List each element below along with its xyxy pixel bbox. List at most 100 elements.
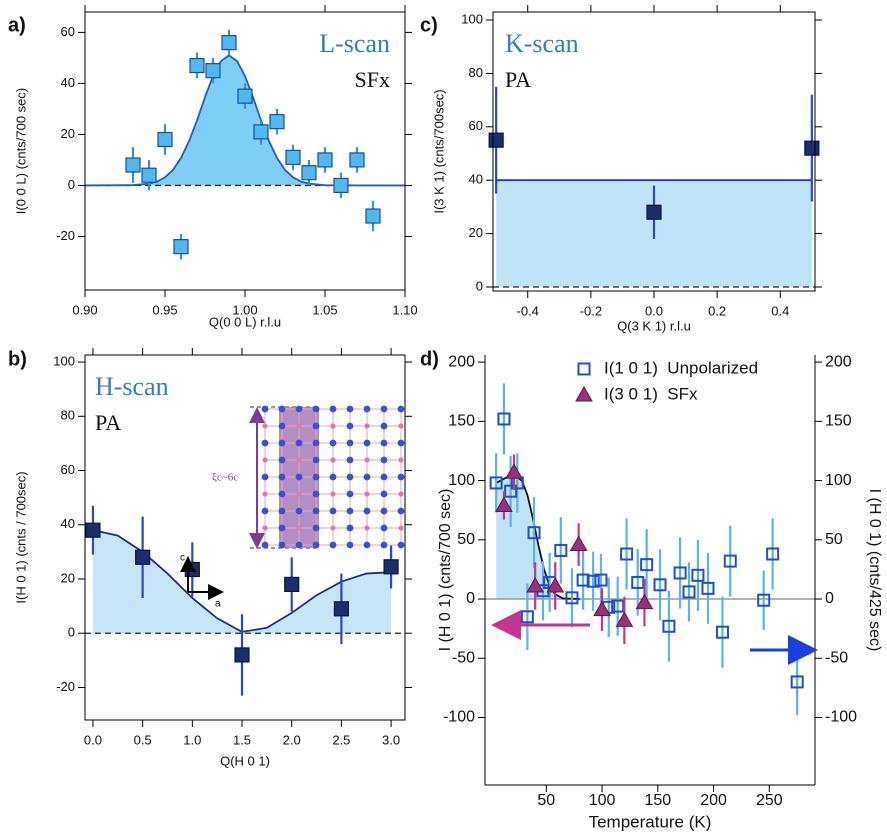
- lattice-atom: [295, 473, 303, 481]
- marker: [489, 476, 503, 490]
- marker: [284, 576, 300, 593]
- lattice-atom: [296, 525, 302, 531]
- lattice-atom: [346, 456, 354, 464]
- x-tick-label: 1.10: [392, 302, 417, 317]
- panel-label: b): [8, 348, 27, 370]
- marker: [488, 132, 504, 148]
- lattice-atom: [380, 524, 388, 532]
- y-tick-label: 100: [461, 11, 483, 26]
- lattice-atom: [278, 490, 286, 498]
- lattice-atom: [346, 439, 354, 447]
- marker: [546, 576, 565, 593]
- y-tick-label: -20: [56, 228, 75, 243]
- lattice-atom: [330, 457, 336, 463]
- panel-annotation: PA: [505, 67, 531, 92]
- y-tick-label: 50: [457, 531, 475, 548]
- lattice-atom: [278, 524, 286, 532]
- x-tick-label: 200: [700, 792, 727, 809]
- marker: [790, 675, 804, 689]
- y2-tick-label: 200: [825, 353, 852, 370]
- panel-label: c): [420, 14, 438, 36]
- marker: [701, 581, 715, 595]
- marker: [662, 619, 676, 633]
- x-tick-label: 0.0: [645, 303, 663, 318]
- lattice-atom: [330, 423, 336, 429]
- lattice-atom: [278, 405, 286, 413]
- x-tick-label: 0.95: [152, 302, 177, 317]
- marker: [526, 576, 545, 593]
- lattice-atom: [380, 439, 388, 447]
- lattice-atom: [312, 473, 320, 481]
- panel-title: L-scan: [319, 29, 390, 58]
- x-tick-label: 50: [537, 792, 555, 809]
- marker: [593, 600, 611, 617]
- x-tick-label: 1.05: [312, 302, 337, 317]
- marker: [301, 165, 317, 181]
- x-tick-label: 1.0: [183, 732, 201, 747]
- marker: [635, 593, 654, 610]
- y-tick-label: 20: [61, 570, 75, 585]
- lattice-atom: [295, 405, 303, 413]
- marker: [495, 496, 513, 512]
- plots: 0.90 0.95 1.00 1.05 1.10-200204060a)L-scanSF…: [8, 5, 883, 831]
- lattice-atom: [330, 491, 336, 497]
- lattice-atom: [364, 423, 370, 429]
- lattice-atom: [380, 405, 388, 413]
- fit-line: [84, 54, 405, 187]
- lattice-atom: [312, 456, 320, 464]
- marker: [365, 208, 381, 224]
- lattice-atom: [380, 507, 388, 515]
- lattice-atom: [346, 507, 354, 515]
- lattice-atom: [398, 457, 404, 463]
- y-tick-label: 40: [61, 516, 75, 531]
- lattice-atom: [363, 541, 371, 549]
- inset-label: c: [180, 553, 185, 564]
- marker: [85, 522, 101, 538]
- y-tick-label: 200: [448, 353, 475, 370]
- x-axis-label: Q(H 0 1): [220, 753, 270, 768]
- y-axis-label: I(H 0 1) (cnts / 700sec): [13, 471, 28, 603]
- x-axis-label: Q(0 0 L) r.l.u: [209, 314, 281, 329]
- marker: [520, 610, 534, 624]
- lattice-atom: [346, 541, 354, 549]
- panel-annotation: PA: [95, 410, 121, 435]
- y-tick-label: -50: [452, 649, 475, 666]
- marker: [640, 558, 654, 572]
- x-axis-label: Temperature (K): [589, 812, 712, 831]
- y2-tick-label: -100: [825, 709, 857, 726]
- legend-marker: [577, 362, 591, 376]
- marker: [285, 149, 301, 165]
- marker: [673, 566, 687, 580]
- y-tick-label: 20: [469, 225, 483, 240]
- lattice-atom: [312, 490, 320, 498]
- lattice-atom: [380, 541, 388, 549]
- lattice-atom: [380, 422, 388, 430]
- y2-tick-label: 0: [825, 590, 834, 607]
- y2-axis-label: I (H 0 1) (cnts/425 sec): [866, 489, 883, 652]
- marker: [804, 140, 820, 156]
- lattice-atom: [380, 490, 388, 498]
- lattice-atom: [312, 439, 320, 447]
- marker: [497, 412, 511, 426]
- x-tick-label: -0.4: [517, 303, 539, 318]
- y-tick-label: 80: [61, 408, 75, 423]
- lattice-atom: [380, 473, 388, 481]
- marker: [234, 647, 250, 663]
- lattice-atom: [363, 473, 371, 481]
- plot-frame: [84, 354, 406, 721]
- marker: [317, 152, 333, 168]
- legend-label: I(1 0 1) Unpolarized: [604, 358, 758, 377]
- y-tick-label: 0: [68, 625, 75, 640]
- x-tick-label: 0.2: [708, 303, 726, 318]
- marker: [141, 167, 157, 183]
- marker: [333, 177, 349, 194]
- marker: [565, 591, 579, 605]
- lattice-atom: [364, 457, 370, 463]
- lattice-atom: [346, 473, 354, 481]
- lattice-atom: [262, 525, 268, 531]
- marker: [333, 601, 349, 617]
- x-tick-label: 0.90: [72, 302, 97, 317]
- y-tick-label: -100: [443, 709, 475, 726]
- lattice-atom: [312, 405, 320, 413]
- lattice-atom: [296, 457, 302, 463]
